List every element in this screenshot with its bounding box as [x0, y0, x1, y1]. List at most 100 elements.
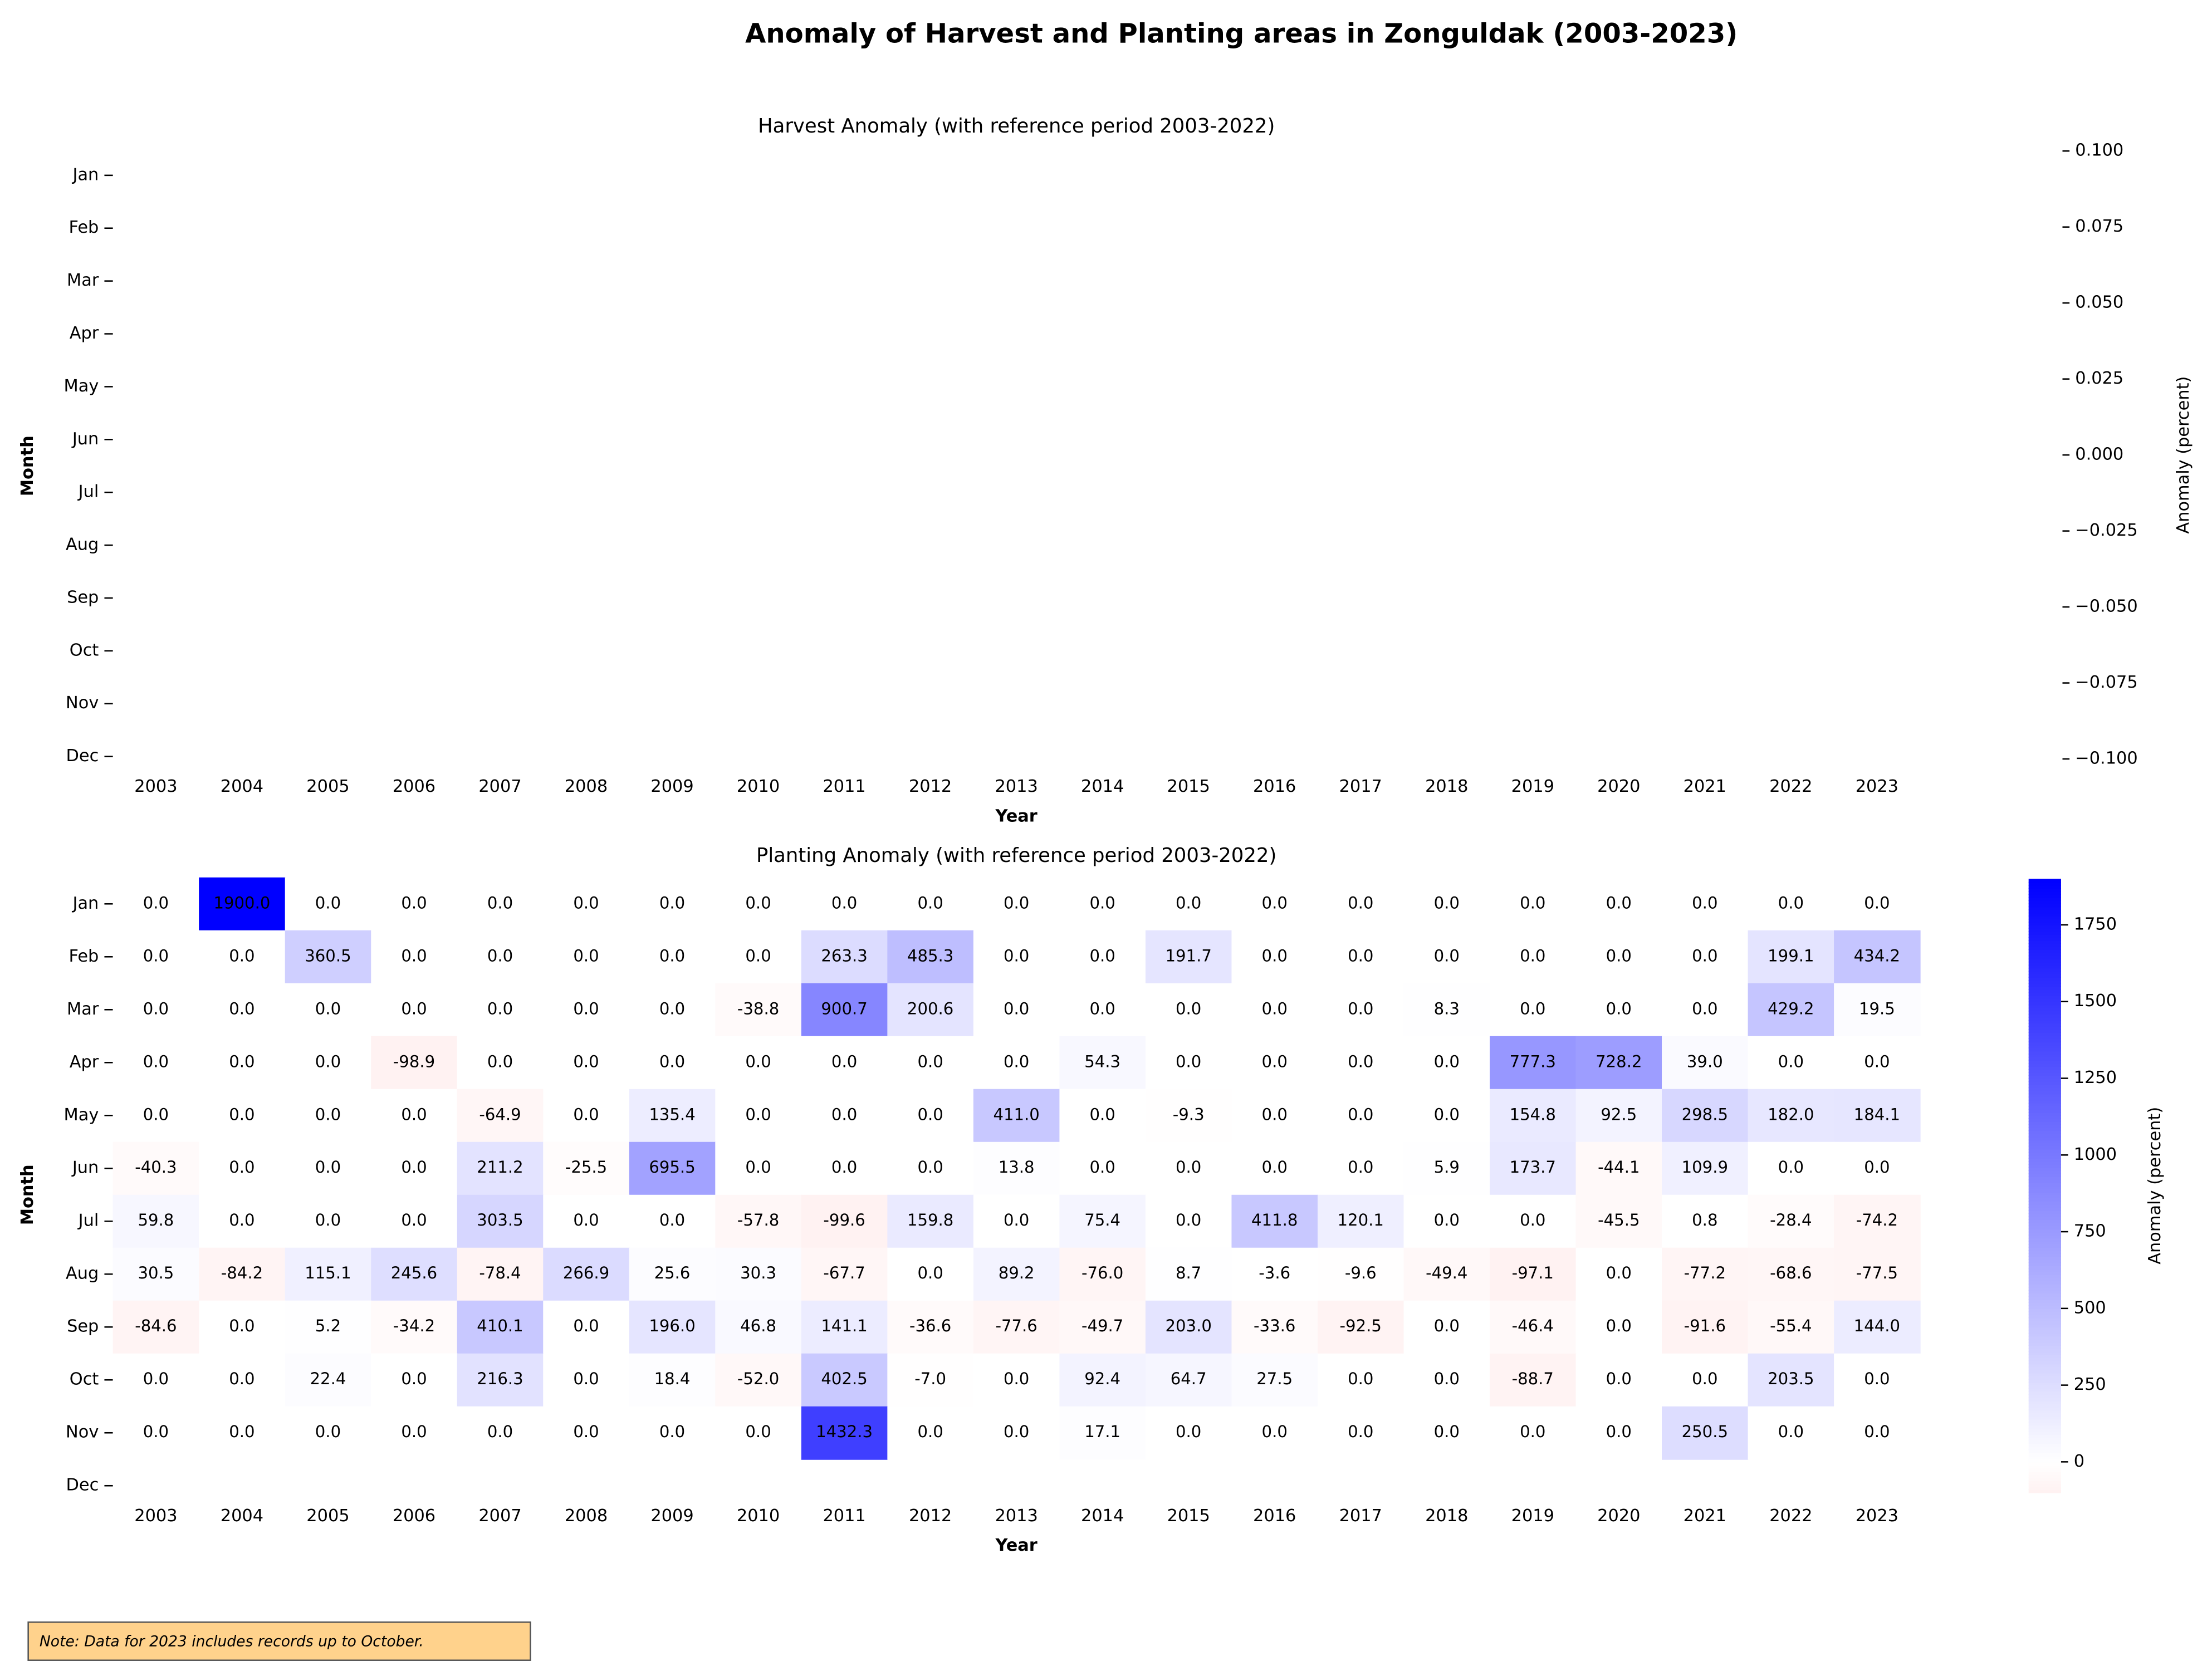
- heatmap-cell: [1748, 1247, 1835, 1301]
- heatmap-cell: [1834, 1300, 1921, 1354]
- x-tick-label: 2009: [650, 1506, 693, 1526]
- heatmap-cell: [112, 1141, 200, 1195]
- cell-label: 54.3: [1084, 1052, 1120, 1071]
- colorbar-segment: [2028, 1456, 2061, 1459]
- colorbar-segment: [2028, 1360, 2061, 1365]
- colorbar-segment: [2028, 1225, 2061, 1229]
- heatmap-cell: [1490, 1247, 1577, 1301]
- heatmap-cell: [285, 983, 372, 1037]
- cell-label: -38.8: [737, 999, 779, 1018]
- colorbar-segment: [2028, 992, 2061, 996]
- heatmap-cell: [1662, 1300, 1749, 1354]
- colorbar-segment: [2028, 1237, 2061, 1242]
- heatmap-cell: [1145, 1406, 1232, 1460]
- heatmap-cell: [1662, 983, 1749, 1037]
- y-tick-label: Sep: [67, 587, 99, 607]
- heatmap-cell: [629, 983, 716, 1037]
- cell-label: 199.1: [1768, 946, 1814, 965]
- cell-label: 0.0: [1606, 1316, 1632, 1335]
- heatmap-cell: [629, 930, 716, 984]
- cell-label: -67.7: [823, 1263, 865, 1282]
- x-tick-label: 2006: [393, 777, 435, 796]
- heatmap-cell: [1403, 1300, 1491, 1354]
- colorbar-segment: [2028, 1231, 2061, 1236]
- colorbar-segment: [2028, 1324, 2061, 1328]
- cell-label: 0.0: [745, 893, 771, 912]
- heatmap-cell: [1403, 1141, 1491, 1195]
- x-tick-label: 2003: [134, 1506, 177, 1526]
- colorbar-segment: [2028, 1167, 2061, 1172]
- heatmap-cell: [1834, 1247, 1921, 1301]
- heatmap-cell: [457, 1353, 544, 1407]
- cell-label: 0.0: [1520, 1422, 1545, 1441]
- colorbar-segment: [2028, 1121, 2061, 1125]
- colorbar-segment: [2028, 1149, 2061, 1153]
- heatmap-cell: [199, 930, 286, 984]
- heatmap-cell: [371, 1036, 458, 1090]
- heatmap-cell: [887, 983, 974, 1037]
- heatmap-cell: [973, 1089, 1060, 1143]
- cell-label: -33.6: [1254, 1316, 1295, 1335]
- heatmap-cell: [371, 1089, 458, 1143]
- colorbar-segment: [2028, 1106, 2061, 1110]
- y-tick-label: Jul: [77, 482, 99, 502]
- cell-label: 184.1: [1854, 1105, 1900, 1124]
- heatmap-cell: [1059, 1089, 1146, 1143]
- colorbar-segment: [2028, 1243, 2061, 1248]
- cell-label: 0.0: [1520, 999, 1545, 1018]
- heatmap-cell: [112, 930, 200, 984]
- cell-label: 0.0: [401, 1158, 427, 1177]
- colorbar-tick-label: 1500: [2074, 991, 2117, 1011]
- heatmap-cell: [801, 1300, 888, 1354]
- colorbar-segment: [2028, 1483, 2061, 1487]
- colorbar-segment: [2028, 1234, 2061, 1239]
- heatmap-cell: [1834, 1036, 1921, 1090]
- heatmap-cell: [1059, 1353, 1146, 1407]
- colorbar-label: Anomaly (percent): [2174, 376, 2193, 534]
- colorbar-segment: [2028, 1388, 2061, 1392]
- x-tick-label: 2006: [393, 1506, 435, 1526]
- colorbar-segment: [2028, 989, 2061, 993]
- cell-label: 0.0: [1348, 1369, 1373, 1388]
- heatmap-cell: [1748, 983, 1835, 1037]
- cell-label: 120.1: [1338, 1211, 1384, 1229]
- heatmap-cell: [1145, 1247, 1232, 1301]
- cell-label: 0.0: [401, 893, 427, 912]
- cell-label: 0.0: [573, 1105, 599, 1124]
- heatmap-cell: [1317, 877, 1404, 931]
- heatmap-cell: [199, 877, 286, 931]
- heatmap-cell: [199, 983, 286, 1037]
- y-tick-label: Jan: [71, 894, 99, 913]
- cell-label: 18.4: [654, 1369, 691, 1388]
- heatmap-cell: [1834, 1194, 1921, 1248]
- heatmap-cell: [285, 930, 372, 984]
- cell-label: 0.0: [315, 1158, 341, 1177]
- cell-label: 0.0: [315, 1211, 341, 1229]
- cell-label: 0.0: [1262, 1422, 1288, 1441]
- colorbar-segment: [2028, 1102, 2061, 1107]
- heatmap-cell: [1575, 983, 1663, 1037]
- cell-label: 0.0: [1262, 999, 1288, 1018]
- cell-label: 135.4: [649, 1105, 695, 1124]
- heatmap-cell: [457, 1141, 544, 1195]
- cell-label: 200.6: [907, 999, 953, 1018]
- cell-label: 19.5: [1859, 999, 1895, 1018]
- heatmap-cell: [1231, 1406, 1318, 1460]
- heatmap-cell: [1662, 1036, 1749, 1090]
- colorbar-segment: [2028, 1094, 2061, 1097]
- heatmap-cell: [1575, 930, 1663, 984]
- colorbar-segment: [2028, 1185, 2061, 1190]
- cell-label: 900.7: [821, 999, 867, 1018]
- heatmap-cell: [1834, 930, 1921, 984]
- heatmap-cell: [543, 1194, 630, 1248]
- cell-label: -34.2: [393, 1316, 435, 1335]
- cell-label: 0.0: [401, 999, 427, 1018]
- colorbar-segment: [2028, 930, 2061, 935]
- heatmap-cell: [801, 1406, 888, 1460]
- colorbar-segment: [2028, 1351, 2061, 1355]
- heatmap-cell: [1231, 1089, 1318, 1143]
- cell-label: 0.0: [745, 1105, 771, 1124]
- cell-label: 0.0: [487, 893, 513, 912]
- x-tick-label: 2023: [1856, 1506, 1898, 1526]
- heatmap-cell: [629, 1036, 716, 1090]
